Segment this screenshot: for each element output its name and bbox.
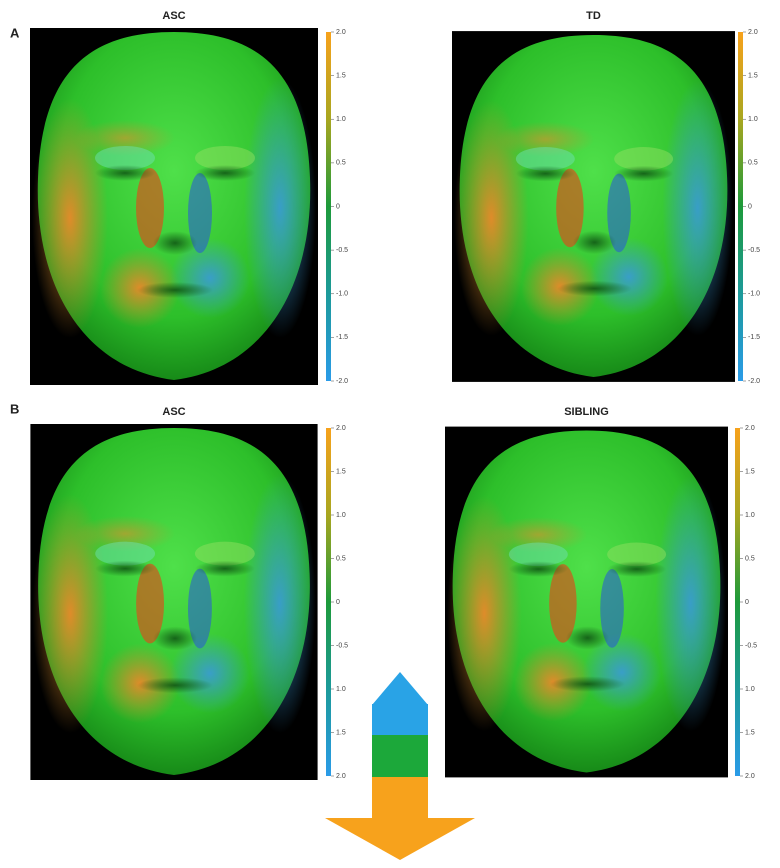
colorbar-tick-label: 0.5 <box>745 555 755 562</box>
colorbar-tick-label: -2.0 <box>748 378 760 385</box>
colorbar-tick-label: -1.5 <box>748 334 760 341</box>
panel-title: SIBLING <box>564 406 609 418</box>
colorbar-tick-label: 0.5 <box>336 555 346 562</box>
colorbar-tick-label: 2.0 <box>745 425 755 432</box>
face-heatmap <box>452 31 735 382</box>
direction-arrow <box>325 672 475 860</box>
colorbar-tick-label: 1.5 <box>336 729 346 736</box>
colorbar-tick-label: 0 <box>745 599 749 606</box>
colorbar-tick-label: 1.0 <box>745 686 755 693</box>
colorbar-tick-label: 0 <box>336 203 340 210</box>
face-heatmap <box>445 426 728 778</box>
colorbar-tick-label: 1.5 <box>748 72 758 79</box>
colorbar-tick-label: -0.5 <box>745 642 757 649</box>
colorbar <box>735 428 740 776</box>
colorbar-tick-label: 0.5 <box>336 160 346 167</box>
colorbar-tick-label: 1.0 <box>748 116 758 123</box>
panel-label: A <box>10 25 20 40</box>
colorbar-tick-label: 2.0 <box>748 29 758 36</box>
colorbar-tick-label: 2.0 <box>336 773 346 780</box>
colorbar <box>326 32 331 381</box>
colorbar-tick-label: -2.0 <box>336 378 348 385</box>
colorbar-tick-label: -1.0 <box>336 291 348 298</box>
colorbar-tick-label: 2.0 <box>336 29 346 36</box>
colorbar-tick-label: 0 <box>748 203 752 210</box>
colorbar-tick-label: 1.0 <box>745 512 755 519</box>
colorbar-tick-label: 0 <box>336 599 340 606</box>
face-heatmap <box>30 424 318 780</box>
colorbar-tick-label: 2.0 <box>336 425 346 432</box>
colorbar-tick-label: -0.5 <box>336 247 348 254</box>
colorbar-tick-label: 1.0 <box>336 686 346 693</box>
colorbar-tick-label: -0.5 <box>748 247 760 254</box>
colorbar <box>738 32 743 381</box>
colorbar-tick-label: -1.5 <box>336 334 348 341</box>
colorbar-tick-label: 1.5 <box>745 468 755 475</box>
face-heatmap <box>30 28 318 385</box>
panel-label: B <box>10 401 19 416</box>
colorbar-tick-label: 1.5 <box>336 468 346 475</box>
panel-title: ASC <box>162 406 185 418</box>
colorbar-tick-label: 1.5 <box>336 72 346 79</box>
colorbar-tick-label: 1.0 <box>336 116 346 123</box>
colorbar-tick-label: 1.0 <box>336 512 346 519</box>
colorbar-tick-label: 2.0 <box>745 773 755 780</box>
panel-title: TD <box>586 10 601 22</box>
colorbar-tick-label: -0.5 <box>336 642 348 649</box>
colorbar <box>326 428 331 776</box>
colorbar-tick-label: -1.0 <box>748 291 760 298</box>
panel-title: ASC <box>162 10 185 22</box>
colorbar-tick-label: 1.5 <box>745 729 755 736</box>
colorbar-tick-label: 0.5 <box>748 160 758 167</box>
